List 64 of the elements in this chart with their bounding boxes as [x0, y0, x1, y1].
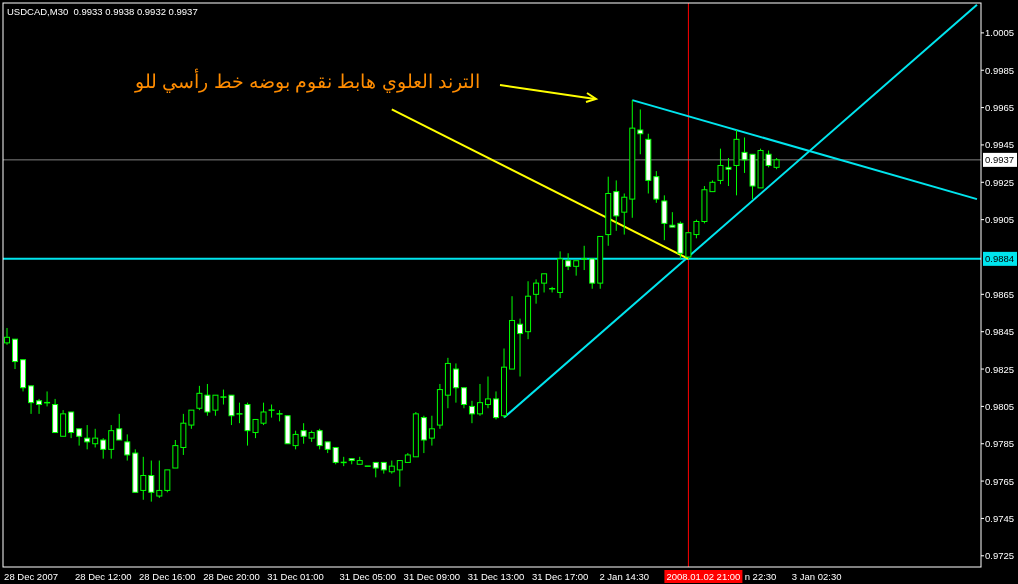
candlestick — [621, 192, 628, 236]
candlestick — [580, 245, 588, 271]
x-tick-label: 28 Dec 16:00 — [139, 571, 196, 582]
candlestick — [92, 428, 99, 448]
candlestick — [100, 437, 107, 460]
candlestick — [452, 362, 459, 404]
candlestick — [396, 460, 403, 488]
candlestick — [124, 433, 131, 462]
y-tick-label: 0.9725 — [985, 550, 1015, 562]
y-tick-label: 0.9805 — [985, 400, 1015, 412]
y-tick-label: 0.9745 — [985, 512, 1015, 524]
candlestick — [533, 278, 540, 305]
candlestick — [140, 456, 147, 501]
x-tick-label: 31 Dec 05:00 — [339, 571, 396, 582]
y-tick-label: 0.9985 — [985, 64, 1015, 76]
chart-title: USDCAD,M30 0.9933 0.9938 0.9932 0.9937 — [7, 6, 198, 17]
annotation: الترند العلوي هابط نقوم بوضه خط رأسي للو — [134, 68, 480, 93]
x-tick-label: n 22:30 — [744, 571, 777, 582]
candlestick — [148, 460, 155, 503]
candlestick — [460, 387, 467, 409]
candlestick — [108, 424, 115, 460]
y-tick-label: 1.0005 — [985, 27, 1015, 39]
y-tick-label: 0.9965 — [985, 102, 1015, 114]
y-tick-label: 0.9845 — [985, 326, 1015, 338]
text: 2008.01.02 21:00 — [666, 571, 741, 582]
y-tick-label: 0.9785 — [985, 438, 1015, 450]
candlestick — [493, 390, 500, 420]
candlestick — [428, 415, 435, 447]
candlestick — [541, 273, 548, 293]
candlestick — [28, 385, 35, 415]
x-tick-label: 2 Jan 14:30 — [599, 571, 650, 582]
candlestick — [420, 415, 427, 454]
y-tick-label: 0.9825 — [985, 363, 1015, 375]
candlestick — [476, 383, 483, 417]
x-tick-label: 28 Dec 12:00 — [74, 571, 132, 582]
candlestick — [517, 318, 524, 378]
x-tick-label: 28 Dec 20:00 — [203, 571, 260, 582]
y-tick-label: 0.9865 — [985, 288, 1015, 300]
y-tick-label: 0.9945 — [985, 139, 1015, 151]
candlestick — [653, 170, 660, 204]
candlestick — [637, 108, 644, 155]
candlestick — [661, 194, 668, 241]
candlestick — [468, 400, 475, 424]
x-tick-label: 3 Jan 02:30 — [791, 571, 842, 582]
candlestick — [156, 460, 163, 499]
y-tick-label: 0.9925 — [985, 176, 1015, 188]
candlestick — [484, 376, 491, 409]
ref-line-label: 0.9884 — [985, 253, 1015, 265]
ref-line-label: 0.9937 — [985, 154, 1015, 166]
candlestick — [68, 411, 75, 439]
candlestick — [60, 409, 67, 437]
candlestick — [4, 327, 11, 346]
x-tick-label: 28 Dec 2007 — [4, 571, 58, 582]
candlestick — [164, 469, 171, 493]
candlestick — [12, 338, 19, 370]
candlestick — [116, 413, 123, 441]
candlestick — [84, 424, 91, 450]
x-tick-label: 31 Dec 09:00 — [403, 571, 461, 582]
x-tick-label: 31 Dec 17:00 — [531, 571, 589, 582]
x-tick-label: 31 Dec 13:00 — [467, 571, 525, 582]
candlestick — [36, 398, 43, 415]
y-tick-label: 0.9765 — [985, 475, 1015, 487]
x-tick-label: 31 Dec 01:00 — [267, 571, 324, 582]
y-tick-label: 0.9905 — [985, 214, 1015, 226]
